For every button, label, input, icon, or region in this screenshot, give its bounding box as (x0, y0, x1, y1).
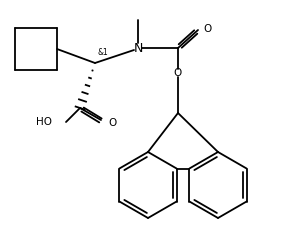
Text: O: O (174, 68, 182, 78)
Text: O: O (108, 118, 116, 128)
Text: N: N (133, 41, 143, 55)
Text: &1: &1 (98, 48, 109, 57)
Text: HO: HO (36, 117, 52, 127)
Text: O: O (203, 24, 211, 34)
